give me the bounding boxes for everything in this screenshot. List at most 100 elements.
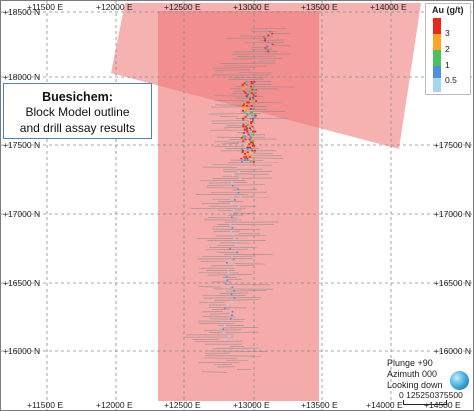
assay-interval xyxy=(239,178,242,180)
assay-interval xyxy=(230,255,233,257)
drill-trace xyxy=(237,55,277,57)
assay-interval xyxy=(243,157,246,160)
assay-interval xyxy=(250,148,253,150)
assay-interval xyxy=(224,283,227,285)
assay-interval xyxy=(242,116,245,118)
drill-trace xyxy=(225,290,266,292)
assay-interval xyxy=(233,265,236,268)
assay-interval xyxy=(250,100,253,102)
assay-interval xyxy=(252,143,255,145)
legend-label: 0.5 xyxy=(445,75,457,85)
drill-trace xyxy=(203,297,262,299)
assay-interval xyxy=(250,143,253,145)
assay-interval xyxy=(234,199,236,201)
assay-interval xyxy=(231,181,233,184)
assay-interval xyxy=(271,43,274,46)
drill-trace xyxy=(216,251,237,254)
northing-label: +18500 N xyxy=(3,7,40,17)
assay-interval xyxy=(246,108,249,110)
drill-trace xyxy=(208,113,261,115)
assay-interval xyxy=(222,328,225,331)
northing-label: +16500 N xyxy=(3,278,40,288)
assay-interval xyxy=(249,154,252,157)
assay-interval xyxy=(264,47,267,49)
drill-trace xyxy=(227,76,265,79)
assay-interval xyxy=(251,140,254,142)
drill-trace xyxy=(202,166,237,169)
drill-trace xyxy=(211,308,230,310)
legend-swatch-low xyxy=(433,78,441,92)
assay-interval xyxy=(267,34,270,37)
drill-trace xyxy=(215,69,250,71)
assay-interval xyxy=(237,220,240,222)
assay-interval xyxy=(246,93,249,96)
drill-trace xyxy=(245,80,271,83)
assay-interval xyxy=(249,137,252,139)
assay-interval xyxy=(241,149,244,152)
easting-labels-top: +11500 E +12000 E +12500 E +13000 E +135… xyxy=(27,2,407,12)
assay-interval xyxy=(232,209,235,212)
assay-interval xyxy=(246,151,249,153)
assay-interval xyxy=(246,132,249,134)
easting-label: +11500 E xyxy=(27,400,63,410)
northing-label: +16000 N xyxy=(434,346,471,356)
easting-label: +14000 E xyxy=(370,2,407,12)
assay-interval xyxy=(227,269,230,271)
easting-label: +14500 E xyxy=(424,400,461,410)
assay-interval xyxy=(239,195,242,198)
assay-interval xyxy=(267,50,270,53)
assay-interval xyxy=(253,113,256,115)
assay-interval xyxy=(249,146,252,149)
map-subtitle-line2: and drill assay results xyxy=(19,121,136,135)
assay-interval xyxy=(250,117,253,120)
assay-interval xyxy=(247,146,250,149)
drill-trace xyxy=(202,255,256,258)
assay-interval xyxy=(224,339,227,341)
assay-interval xyxy=(252,138,255,141)
drill-trace xyxy=(273,44,291,47)
assay-interval xyxy=(223,325,226,327)
block-model-outlines xyxy=(111,3,421,401)
drill-trace xyxy=(212,177,273,179)
assay-interval xyxy=(221,321,224,324)
drill-trace xyxy=(208,306,248,309)
assay-interval xyxy=(229,223,232,226)
assay-interval xyxy=(242,105,245,107)
assay-interval xyxy=(252,130,255,133)
northing-label: +17500 N xyxy=(3,140,40,150)
assay-interval xyxy=(252,119,255,121)
assay-interval xyxy=(271,32,274,35)
assay-interval xyxy=(225,262,228,264)
legend-swatch-1 xyxy=(433,50,441,66)
assay-interval xyxy=(245,156,248,158)
drill-trace xyxy=(227,278,242,281)
assay-interval xyxy=(240,137,243,139)
assay-interval xyxy=(224,307,227,310)
assay-interval xyxy=(248,90,251,93)
assay-interval xyxy=(244,153,247,155)
assay-interval xyxy=(243,154,246,157)
assay-interval xyxy=(245,84,248,86)
assay-interval xyxy=(248,127,251,129)
northing-label: +18000 N xyxy=(3,72,40,82)
assay-interval xyxy=(246,148,249,150)
assay-interval xyxy=(245,113,248,115)
assay-interval xyxy=(246,127,249,129)
assay-interval xyxy=(235,241,238,243)
northing-label: +16000 N xyxy=(3,346,40,356)
assay-interval xyxy=(233,290,235,292)
assay-interval xyxy=(250,92,253,94)
drill-trace xyxy=(224,126,245,129)
legend-title: Au (g/t) xyxy=(432,5,464,15)
globe-icon[interactable] xyxy=(450,371,469,390)
assay-interval xyxy=(245,85,248,88)
assay-interval xyxy=(251,145,254,147)
assay-interval xyxy=(251,97,254,99)
assay-interval xyxy=(243,127,246,129)
drill-trace xyxy=(248,157,284,159)
block-model-north-rotated xyxy=(111,3,421,149)
assay-interval xyxy=(222,332,225,334)
